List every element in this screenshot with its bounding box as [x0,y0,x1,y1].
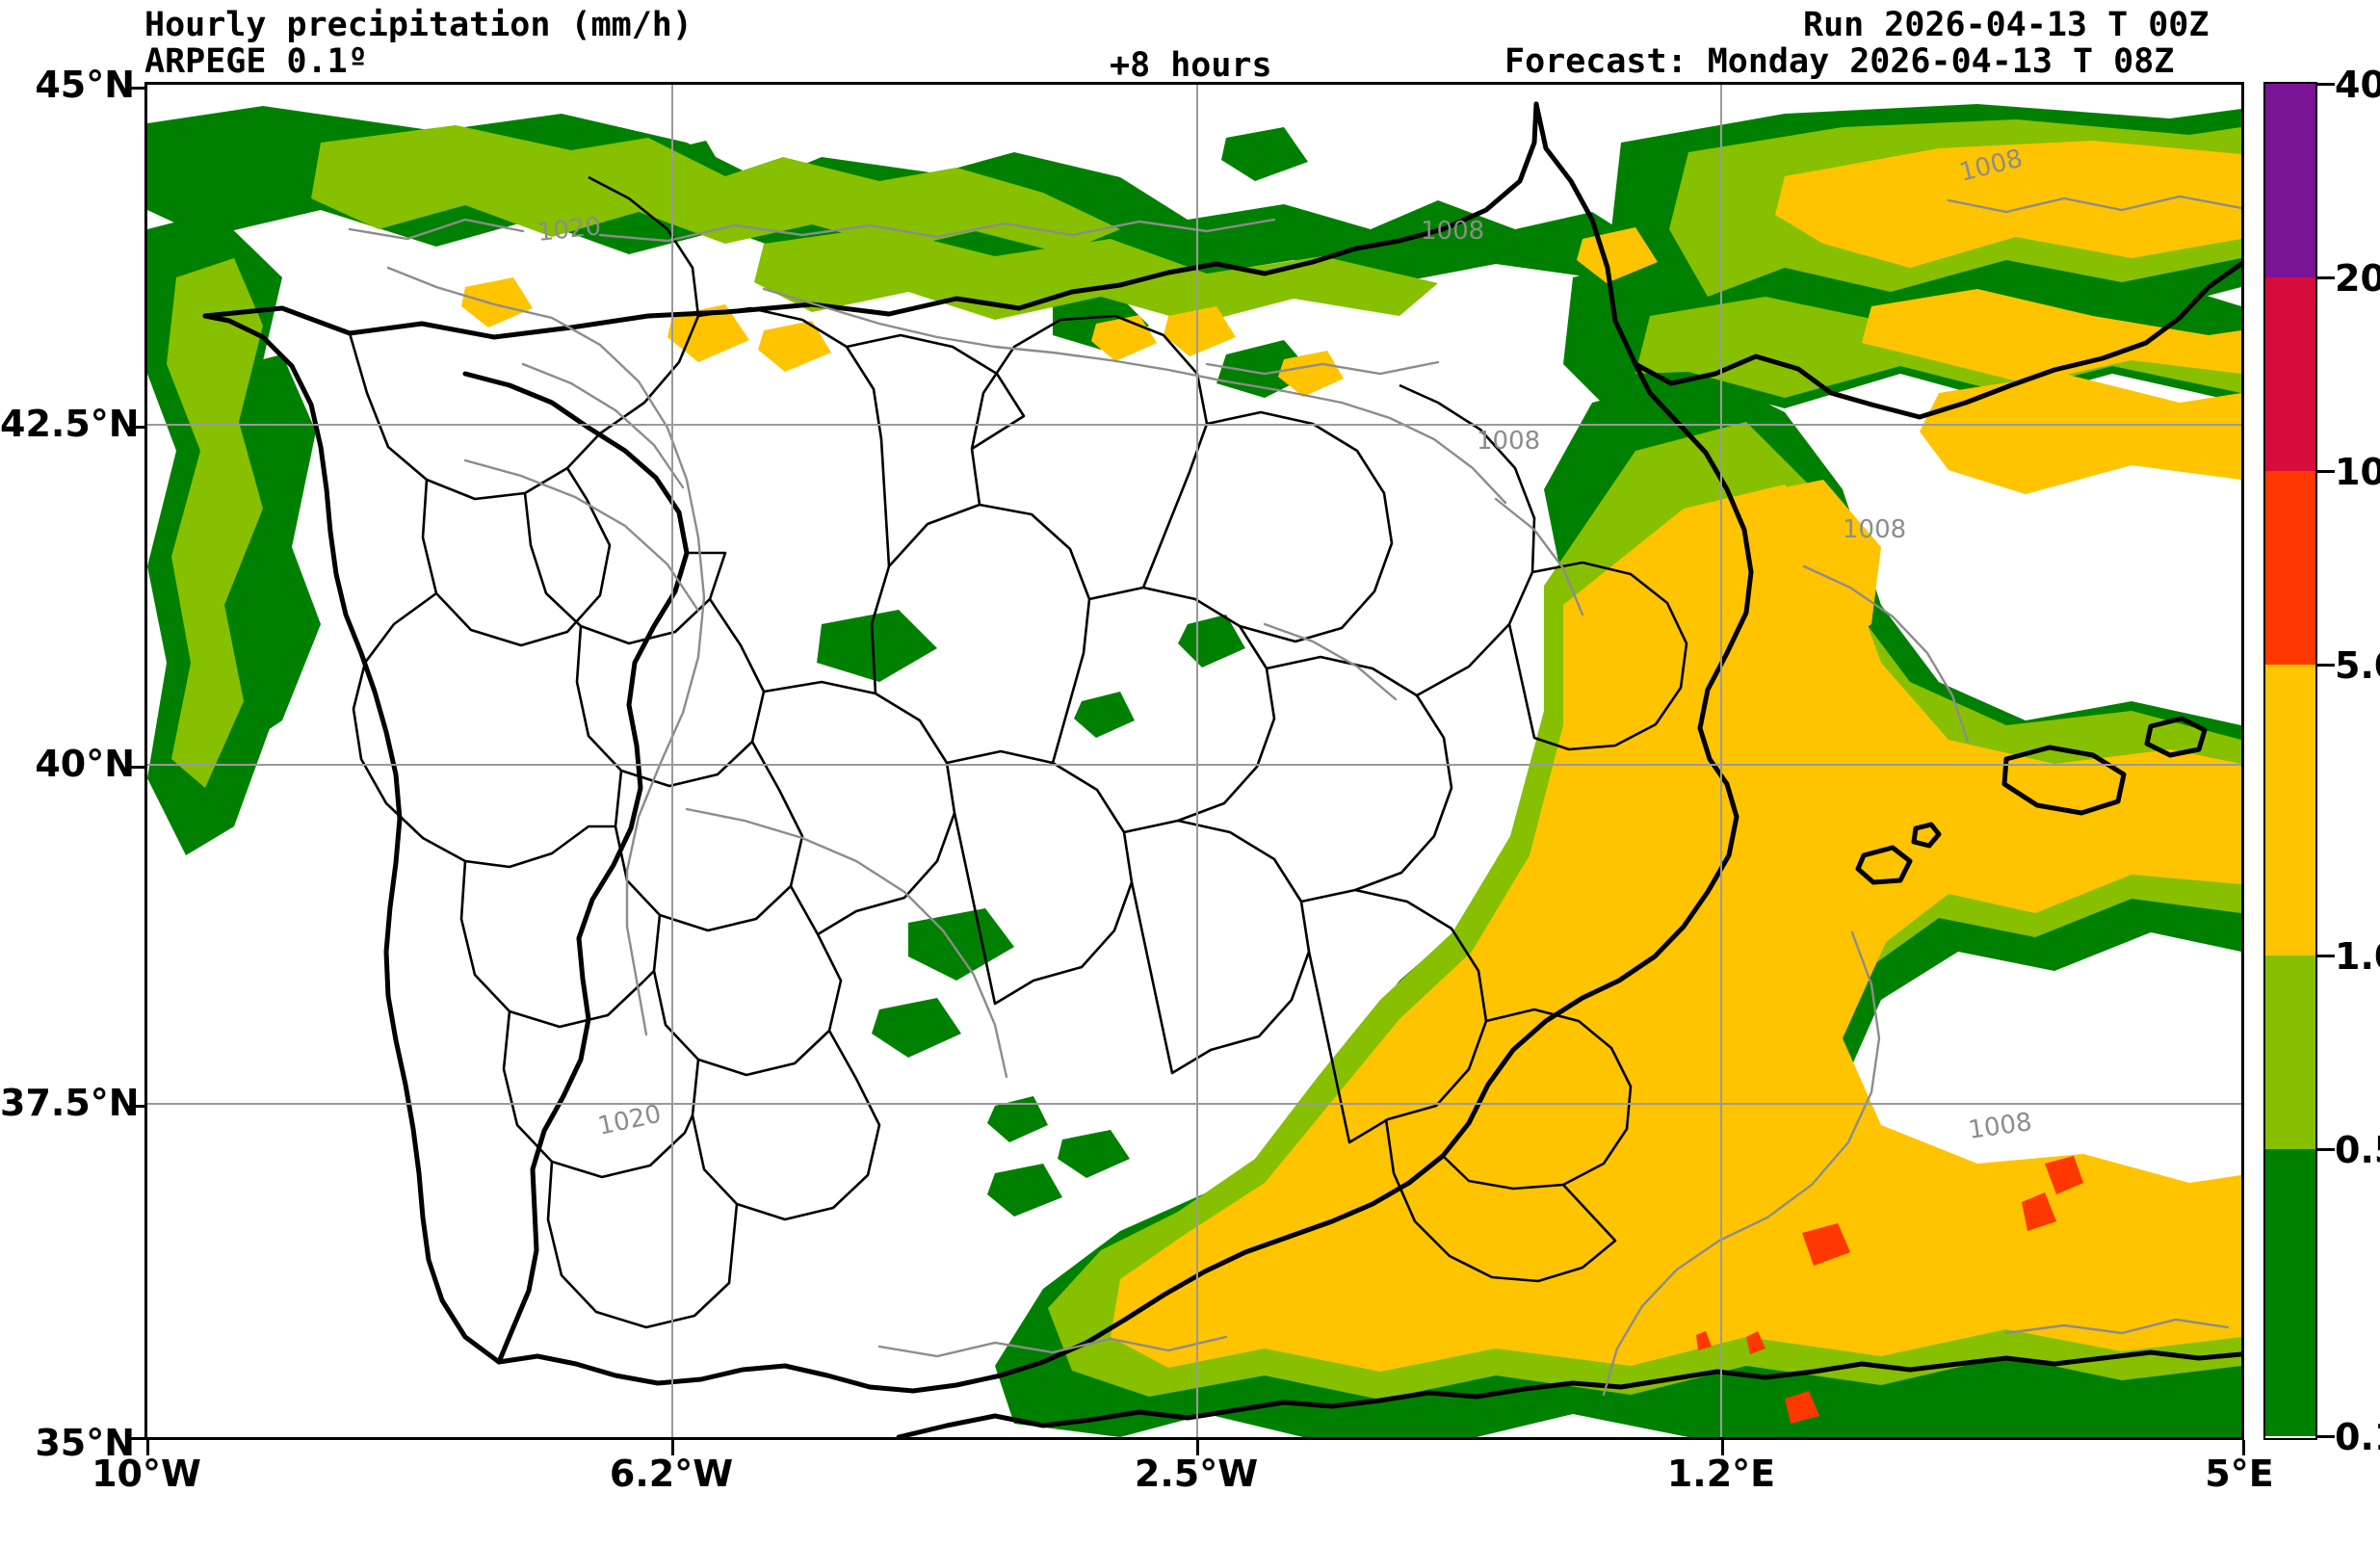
colorbar-tick-label: 5.0 [2335,644,2380,687]
y-tick-mark [129,1105,144,1108]
x-tick-label: 2.5°W [1134,1453,1259,1495]
x-tick-mark [671,1440,674,1455]
coastline-layer [202,101,2241,1437]
colorbar-band-05-1 [2265,956,2315,1149]
colorbar-tick-label: 0.5 [2335,1129,2380,1171]
isobar-label: 1020 [595,1100,664,1141]
colorbar-band-10-20 [2265,277,2315,471]
chart-header: Hourly precipitation (mm/h) ARPEGE 0.1º … [0,0,2380,85]
map-canvas: 1020 1020 1008 1008 1008 1008 1008 [147,85,2241,1437]
x-tick-mark [1196,1440,1199,1455]
isobar-label: 1008 [1477,427,1540,456]
x-tick-mark [2242,1440,2245,1455]
x-tick-mark [146,1440,149,1455]
colorbar-tick-label: 40.0 [2335,64,2380,106]
precip-layer-orange [1696,1156,2083,1424]
isobar-layer [348,195,2241,1397]
isobar-label: 1008 [1421,217,1484,246]
y-tick-mark [129,87,144,90]
colorbar-tick-label: 0.1 [2335,1416,2380,1458]
colorbar-tick-label: 10.0 [2335,451,2380,493]
run-timestamp: Run 2026-04-13 T 00Z [1803,6,2210,44]
isobar-label: 1008 [1843,515,1906,544]
isobar-label: 1008 [1967,1108,2034,1145]
x-tick-label: 6.2°W [609,1453,734,1495]
y-tick-label: 42.5°N [0,403,140,445]
colorbar-band-5-10 [2265,471,2315,665]
y-tick-mark [129,766,144,769]
precip-layer-gold [461,141,2241,1372]
y-tick-label: 35°N [35,1422,135,1464]
colorbar-tick-label: 20.0 [2335,257,2380,300]
x-tick-label: 5°E [2205,1453,2274,1495]
page-title: Hourly precipitation (mm/h) [144,6,693,44]
y-tick-label: 40°N [35,743,135,785]
province-borders-layer [348,175,1688,1329]
forecast-timestamp: Forecast: Monday 2026-04-13 T 08Z [1504,42,2175,81]
y-tick-mark [129,1437,144,1440]
colorbar-band-20-40 [2265,84,2315,277]
colorbar-band-01-05 [2265,1149,2315,1436]
x-tick-label: 10°W [92,1453,201,1495]
colorbar-band-1-5 [2265,665,2315,956]
x-tick-mark [1721,1440,1724,1455]
x-tick-label: 1.2°E [1666,1453,1776,1495]
precipitation-map[interactable]: 1020 1020 1008 1008 1008 1008 1008 [144,82,2244,1440]
y-tick-mark [129,426,144,429]
map-svg: 1020 1020 1008 1008 1008 1008 1008 [147,101,2241,1437]
isobar-label: 1020 [536,212,603,248]
colorbar-tick-label: 1.0 [2335,935,2380,978]
y-tick-label: 45°N [35,64,135,106]
model-label: ARPEGE 0.1º [144,42,368,81]
lead-time-label: +8 hours [1110,46,1272,85]
y-tick-label: 37.5°N [0,1082,140,1124]
colorbar[interactable] [2263,82,2317,1440]
